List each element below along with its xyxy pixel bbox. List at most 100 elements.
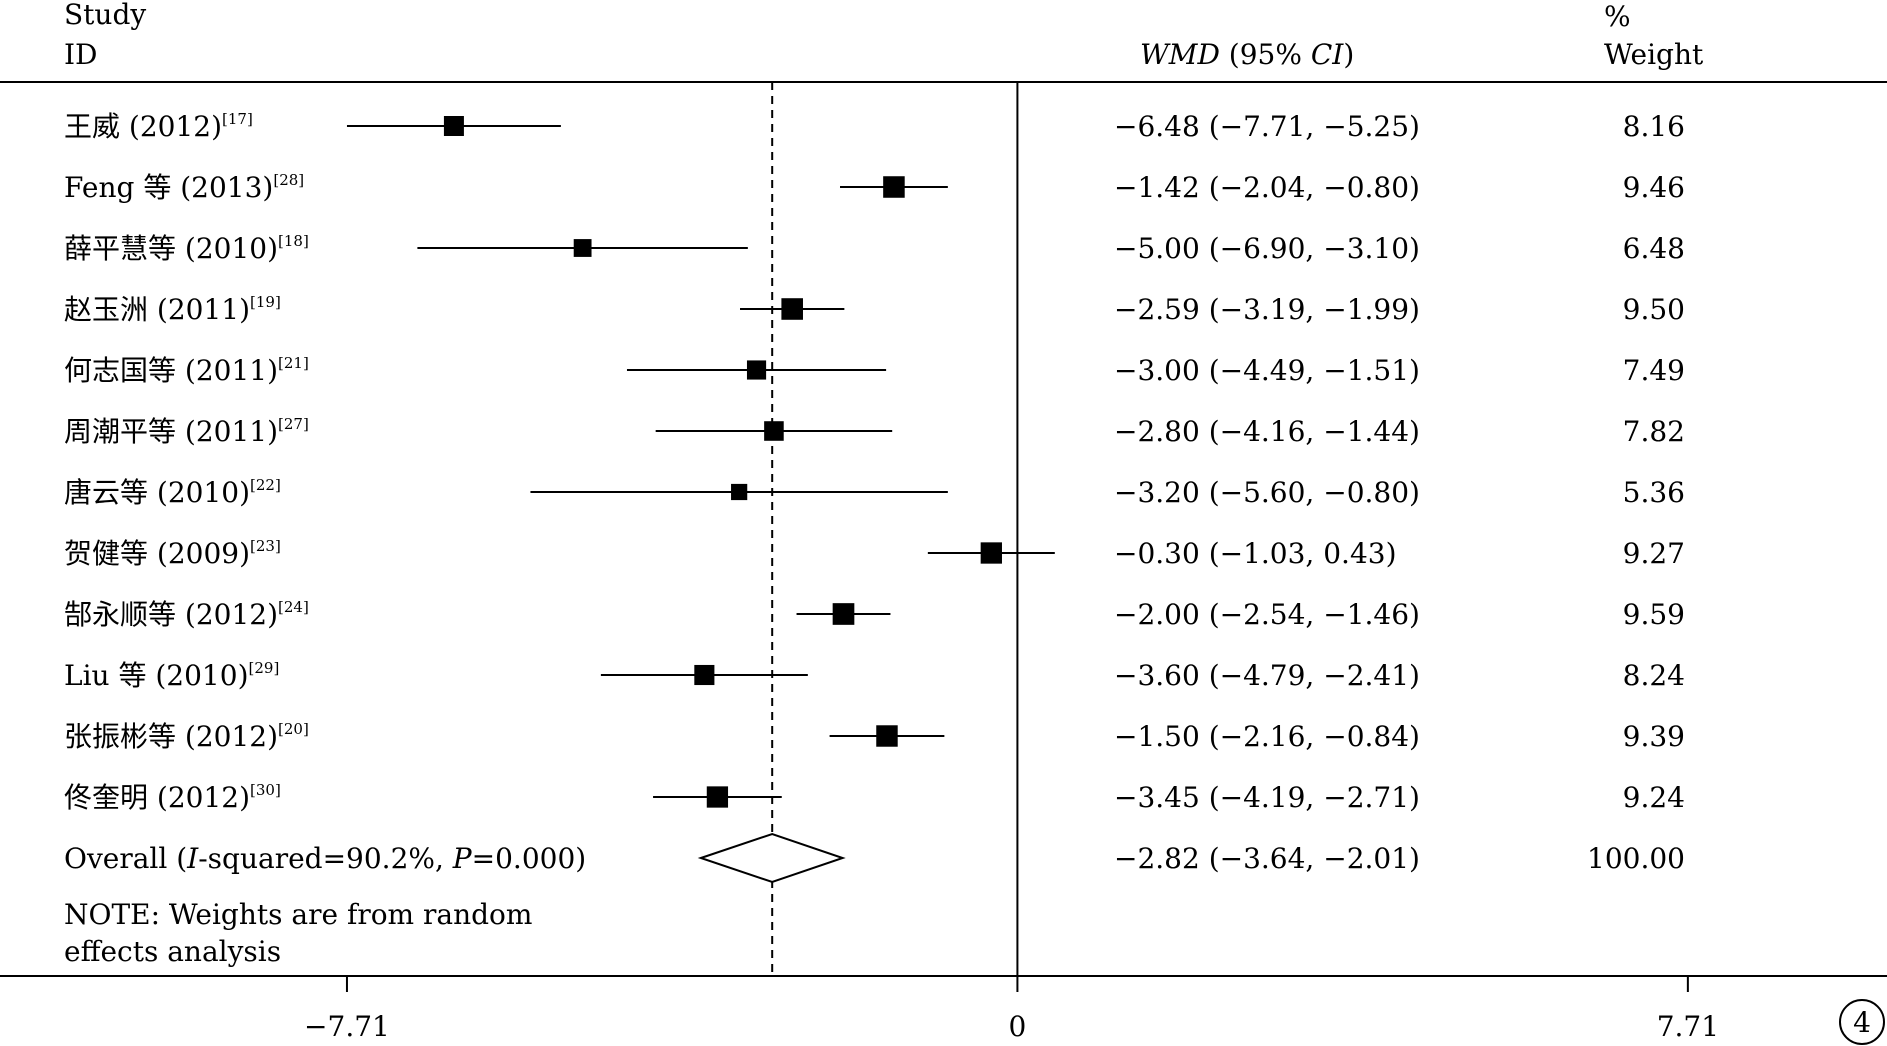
x-tick-label: −7.71 bbox=[304, 1010, 390, 1043]
point-estimate-square bbox=[706, 786, 729, 808]
study-label: 郜永顺等 (2012)[24] bbox=[64, 598, 309, 631]
study-label: 周潮平等 (2011)[27] bbox=[64, 415, 309, 448]
ci-value: −3.60 (−4.79, −2.41) bbox=[1114, 659, 1420, 692]
weight-value: 9.39 bbox=[1623, 720, 1685, 753]
study-label-text: 赵玉洲 (2011) bbox=[64, 293, 250, 326]
panel-number-circle bbox=[1839, 999, 1885, 1045]
point-estimate-square bbox=[876, 725, 898, 747]
study-label: 贺健等 (2009)[23] bbox=[64, 537, 281, 570]
study-label-text: 周潮平等 (2011) bbox=[64, 415, 278, 448]
study-label-text: 贺健等 (2009) bbox=[64, 537, 250, 570]
study-reference: [22] bbox=[250, 476, 281, 494]
point-estimate-square bbox=[443, 116, 464, 136]
overall-label: Overall (I-squared=90.2%, P=0.000) bbox=[64, 842, 586, 875]
ci-value: −5.00 (−6.90, −3.10) bbox=[1114, 232, 1420, 265]
ci-value: −1.42 (−2.04, −0.80) bbox=[1114, 171, 1420, 204]
study-reference: [21] bbox=[278, 354, 309, 372]
header-effect-ci: CI bbox=[1311, 38, 1344, 71]
weight-value: 9.27 bbox=[1623, 537, 1685, 570]
weight-value: 9.59 bbox=[1623, 598, 1685, 631]
ci-value: −3.45 (−4.19, −2.71) bbox=[1114, 781, 1420, 814]
study-label-text: Feng 等 (2013) bbox=[64, 171, 273, 204]
study-label: Feng 等 (2013)[28] bbox=[64, 171, 304, 204]
study-reference: [28] bbox=[273, 171, 304, 189]
study-label-text: 王威 (2012) bbox=[64, 110, 222, 143]
study-reference: [27] bbox=[278, 415, 309, 433]
ci-value: −1.50 (−2.16, −0.84) bbox=[1114, 720, 1420, 753]
header-effect-mid: (95% bbox=[1220, 38, 1311, 71]
study-label: Liu 等 (2010)[29] bbox=[64, 659, 279, 692]
point-estimate-square bbox=[746, 360, 767, 380]
study-label-text: 何志国等 (2011) bbox=[64, 354, 278, 387]
weight-value: 9.50 bbox=[1623, 293, 1685, 326]
overall-label-part: -squared=90.2%, bbox=[198, 842, 453, 875]
point-estimate-square bbox=[883, 176, 905, 198]
ci-value: −2.80 (−4.16, −1.44) bbox=[1114, 415, 1420, 448]
study-label: 赵玉洲 (2011)[19] bbox=[64, 293, 281, 326]
study-label-text: Liu 等 (2010) bbox=[64, 659, 249, 692]
x-tick-label: 0 bbox=[1009, 1010, 1027, 1043]
overall-label-part: Overall ( bbox=[64, 842, 187, 875]
point-estimate-square bbox=[781, 298, 803, 320]
study-reference: [17] bbox=[222, 110, 253, 128]
point-estimate-square bbox=[764, 421, 784, 441]
header-study: Study bbox=[64, 0, 146, 31]
study-label: 唐云等 (2010)[22] bbox=[64, 476, 281, 509]
weight-value: 7.82 bbox=[1623, 415, 1685, 448]
header-effect: WMD (95% CI) bbox=[1140, 38, 1354, 71]
study-label-text: 唐云等 (2010) bbox=[64, 476, 250, 509]
x-tick-label: 7.71 bbox=[1657, 1010, 1719, 1043]
header-weight: Weight bbox=[1604, 38, 1704, 71]
ci-value: −3.00 (−4.49, −1.51) bbox=[1114, 354, 1420, 387]
study-label-text: 薛平慧等 (2010) bbox=[64, 232, 278, 265]
weight-value: 7.49 bbox=[1623, 354, 1685, 387]
point-estimate-square bbox=[573, 239, 592, 257]
ci-value: −2.59 (−3.19, −1.99) bbox=[1114, 293, 1420, 326]
study-reference: [19] bbox=[250, 293, 281, 311]
overall-diamond bbox=[697, 832, 846, 884]
study-reference: [24] bbox=[278, 598, 309, 616]
study-reference: [20] bbox=[278, 720, 309, 738]
note-line-2: effects analysis bbox=[64, 935, 281, 968]
study-label-text: 郜永顺等 (2012) bbox=[64, 598, 278, 631]
study-label: 何志国等 (2011)[21] bbox=[64, 354, 309, 387]
note-line-1: NOTE: Weights are from random bbox=[64, 898, 532, 931]
weight-value: 9.46 bbox=[1623, 171, 1685, 204]
point-estimate-square bbox=[694, 664, 715, 686]
header-id: ID bbox=[64, 38, 98, 71]
study-label: 王威 (2012)[17] bbox=[64, 110, 253, 143]
weight-value: 8.16 bbox=[1623, 110, 1685, 143]
study-reference: [23] bbox=[250, 537, 281, 555]
study-label: 薛平慧等 (2010)[18] bbox=[64, 232, 309, 265]
ci-value: −2.00 (−2.54, −1.46) bbox=[1114, 598, 1420, 631]
header-effect-suffix: ) bbox=[1343, 38, 1354, 71]
study-reference: [29] bbox=[249, 659, 280, 677]
point-estimate-square bbox=[980, 542, 1002, 564]
weight-value: 6.48 bbox=[1623, 232, 1685, 265]
study-reference: [18] bbox=[278, 232, 309, 250]
weight-value: 8.24 bbox=[1623, 659, 1685, 692]
study-label-text: 张振彬等 (2012) bbox=[64, 720, 278, 753]
weight-value: 5.36 bbox=[1623, 476, 1685, 509]
header-percent: % bbox=[1604, 0, 1631, 33]
study-label: 张振彬等 (2012)[20] bbox=[64, 720, 309, 753]
overall-label-part: I bbox=[186, 842, 199, 875]
overall-ci-value: −2.82 (−3.64, −2.01) bbox=[1114, 842, 1420, 875]
ci-value: −6.48 (−7.71, −5.25) bbox=[1114, 110, 1420, 143]
ci-value: −0.30 (−1.03, 0.43) bbox=[1114, 537, 1397, 570]
study-rows: 王威 (2012)[17] −6.48 (−7.71, −5.25) 8.16 Fen… bbox=[64, 110, 1685, 884]
overall-label-part: =0.000) bbox=[472, 842, 587, 875]
study-label: 佟奎明 (2012)[30] bbox=[64, 781, 281, 814]
study-reference: [30] bbox=[250, 781, 281, 799]
overall-weight-value: 100.00 bbox=[1587, 842, 1685, 875]
overall-label-part: P bbox=[452, 842, 473, 875]
point-estimate-square bbox=[731, 483, 748, 501]
x-axis-ticks: −7.71 0 7.71 bbox=[304, 976, 1719, 1043]
study-label-text: 佟奎明 (2012) bbox=[64, 781, 250, 814]
weight-value: 9.24 bbox=[1623, 781, 1685, 814]
panel-number: 4 bbox=[1853, 1006, 1871, 1039]
header-effect-wmd: WMD bbox=[1140, 38, 1220, 71]
ci-value: −3.20 (−5.60, −0.80) bbox=[1114, 476, 1420, 509]
point-estimate-square bbox=[832, 603, 855, 625]
